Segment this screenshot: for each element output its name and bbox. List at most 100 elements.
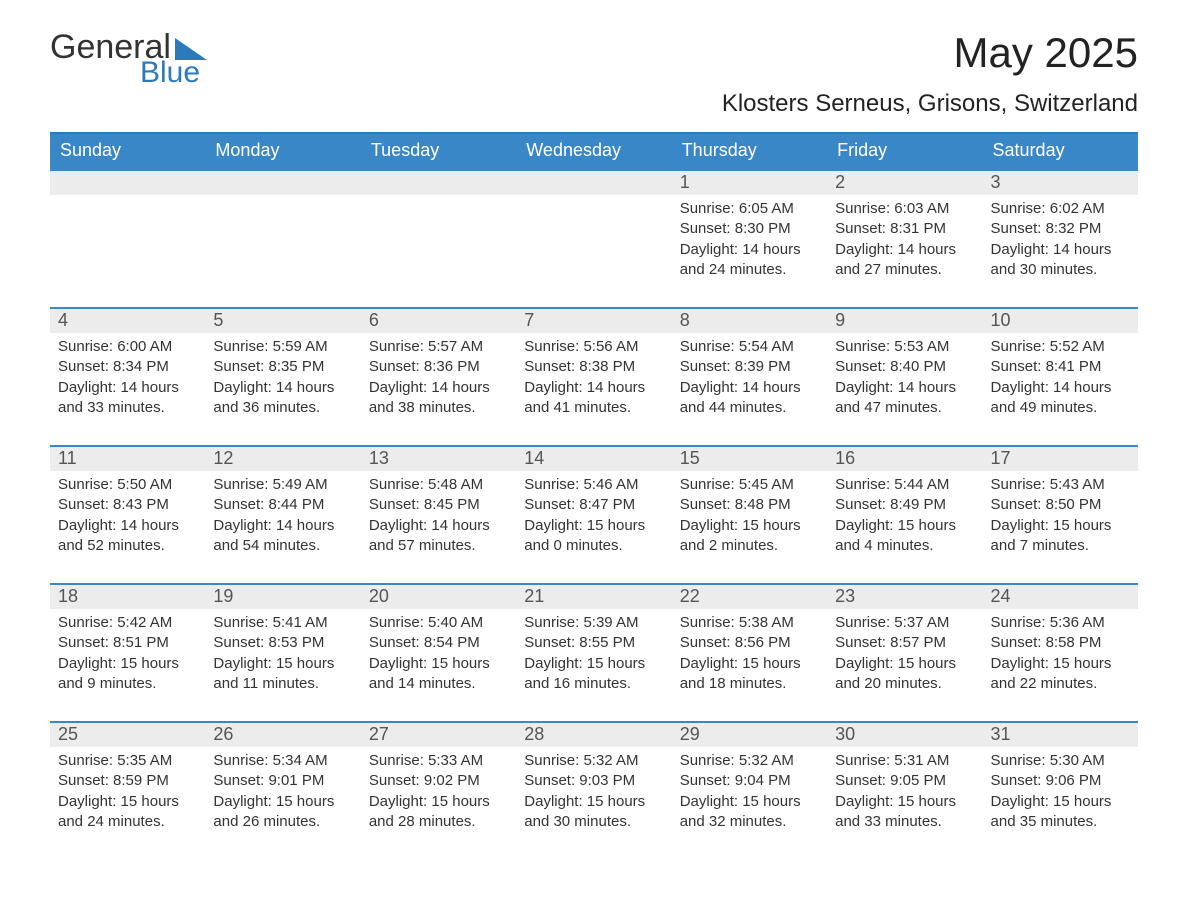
brand-word-2: Blue [140,58,207,88]
daylight-line-2: and 16 minutes. [524,674,663,694]
dow-thursday: Thursday [672,134,827,169]
day-number: 18 [50,585,205,609]
day-body: Sunrise: 5:52 AMSunset: 8:41 PMDaylight:… [983,333,1138,445]
day-cell-empty: . [205,171,360,307]
daylight-line-2: and 36 minutes. [213,398,352,418]
day-number: 13 [361,447,516,471]
day-number: 26 [205,723,360,747]
day-cell-25: 25Sunrise: 5:35 AMSunset: 8:59 PMDayligh… [50,723,205,859]
daylight-line-2: and 20 minutes. [835,674,974,694]
sunrise-line: Sunrise: 5:36 AM [991,613,1130,633]
daylight-line-1: Daylight: 14 hours [369,378,508,398]
day-body: Sunrise: 5:42 AMSunset: 8:51 PMDaylight:… [50,609,205,721]
daylight-line-1: Daylight: 15 hours [369,792,508,812]
day-number: 12 [205,447,360,471]
daylight-line-1: Daylight: 14 hours [369,516,508,536]
daylight-line-1: Daylight: 14 hours [58,378,197,398]
day-body: Sunrise: 5:31 AMSunset: 9:05 PMDaylight:… [827,747,982,859]
sunset-line: Sunset: 8:47 PM [524,495,663,515]
daylight-line-2: and 18 minutes. [680,674,819,694]
daylight-line-1: Daylight: 15 hours [213,654,352,674]
sunset-line: Sunset: 8:56 PM [680,633,819,653]
daylight-line-1: Daylight: 14 hours [835,240,974,260]
day-cell-18: 18Sunrise: 5:42 AMSunset: 8:51 PMDayligh… [50,585,205,721]
sunrise-line: Sunrise: 5:57 AM [369,337,508,357]
day-number: 27 [361,723,516,747]
day-cell-23: 23Sunrise: 5:37 AMSunset: 8:57 PMDayligh… [827,585,982,721]
day-cell-6: 6Sunrise: 5:57 AMSunset: 8:36 PMDaylight… [361,309,516,445]
brand-logo: General Blue [50,30,207,88]
daylight-line-2: and 47 minutes. [835,398,974,418]
day-cell-29: 29Sunrise: 5:32 AMSunset: 9:04 PMDayligh… [672,723,827,859]
day-cell-24: 24Sunrise: 5:36 AMSunset: 8:58 PMDayligh… [983,585,1138,721]
day-body: Sunrise: 5:46 AMSunset: 8:47 PMDaylight:… [516,471,671,583]
sunset-line: Sunset: 9:06 PM [991,771,1130,791]
week-row: 18Sunrise: 5:42 AMSunset: 8:51 PMDayligh… [50,583,1138,721]
sunrise-line: Sunrise: 5:45 AM [680,475,819,495]
day-number: 4 [50,309,205,333]
week-row: ....1Sunrise: 6:05 AMSunset: 8:30 PMDayl… [50,169,1138,307]
sunset-line: Sunset: 8:49 PM [835,495,974,515]
daylight-line-2: and 54 minutes. [213,536,352,556]
day-cell-10: 10Sunrise: 5:52 AMSunset: 8:41 PMDayligh… [983,309,1138,445]
day-body: Sunrise: 6:03 AMSunset: 8:31 PMDaylight:… [827,195,982,307]
day-body: Sunrise: 5:48 AMSunset: 8:45 PMDaylight:… [361,471,516,583]
daylight-line-1: Daylight: 15 hours [524,516,663,536]
sunrise-line: Sunrise: 5:39 AM [524,613,663,633]
daylight-line-2: and 38 minutes. [369,398,508,418]
day-cell-empty: . [50,171,205,307]
sunrise-line: Sunrise: 5:59 AM [213,337,352,357]
sunrise-line: Sunrise: 5:38 AM [680,613,819,633]
daylight-line-2: and 30 minutes. [991,260,1130,280]
day-number: 8 [672,309,827,333]
day-body: Sunrise: 5:36 AMSunset: 8:58 PMDaylight:… [983,609,1138,721]
day-cell-16: 16Sunrise: 5:44 AMSunset: 8:49 PMDayligh… [827,447,982,583]
daylight-line-2: and 44 minutes. [680,398,819,418]
month-title: May 2025 [722,30,1138,76]
daylight-line-2: and 28 minutes. [369,812,508,832]
day-body [50,195,205,307]
daylight-line-2: and 24 minutes. [58,812,197,832]
sunrise-line: Sunrise: 6:00 AM [58,337,197,357]
day-number: 5 [205,309,360,333]
sunrise-line: Sunrise: 5:37 AM [835,613,974,633]
weeks-container: ....1Sunrise: 6:05 AMSunset: 8:30 PMDayl… [50,169,1138,859]
calendar-container: SundayMondayTuesdayWednesdayThursdayFrid… [50,132,1138,859]
sunset-line: Sunset: 8:34 PM [58,357,197,377]
day-body: Sunrise: 5:56 AMSunset: 8:38 PMDaylight:… [516,333,671,445]
sunrise-line: Sunrise: 6:05 AM [680,199,819,219]
day-cell-14: 14Sunrise: 5:46 AMSunset: 8:47 PMDayligh… [516,447,671,583]
daylight-line-2: and 27 minutes. [835,260,974,280]
daylight-line-1: Daylight: 14 hours [680,378,819,398]
day-cell-13: 13Sunrise: 5:48 AMSunset: 8:45 PMDayligh… [361,447,516,583]
location-subtitle: Klosters Serneus, Grisons, Switzerland [722,90,1138,118]
day-cell-4: 4 Sunrise: 6:00 AMSunset: 8:34 PMDaylight… [50,309,205,445]
day-number: 10 [983,309,1138,333]
daylight-line-2: and 57 minutes. [369,536,508,556]
day-cell-9: 9Sunrise: 5:53 AMSunset: 8:40 PMDaylight… [827,309,982,445]
day-body: Sunrise: 5:53 AMSunset: 8:40 PMDaylight:… [827,333,982,445]
day-number: 29 [672,723,827,747]
sunrise-line: Sunrise: 6:03 AM [835,199,974,219]
day-cell-15: 15Sunrise: 5:45 AMSunset: 8:48 PMDayligh… [672,447,827,583]
daylight-line-2: and 7 minutes. [991,536,1130,556]
sunrise-line: Sunrise: 5:32 AM [524,751,663,771]
title-block: May 2025 Klosters Serneus, Grisons, Swit… [722,30,1138,118]
dow-sunday: Sunday [50,134,205,169]
sunset-line: Sunset: 8:32 PM [991,219,1130,239]
day-number: 2 [827,171,982,195]
day-number: 20 [361,585,516,609]
week-row: 25Sunrise: 5:35 AMSunset: 8:59 PMDayligh… [50,721,1138,859]
daylight-line-2: and 9 minutes. [58,674,197,694]
sunset-line: Sunset: 8:43 PM [58,495,197,515]
daylight-line-1: Daylight: 15 hours [369,654,508,674]
day-number: 19 [205,585,360,609]
sunrise-line: Sunrise: 5:31 AM [835,751,974,771]
dow-tuesday: Tuesday [361,134,516,169]
daylight-line-2: and 41 minutes. [524,398,663,418]
daylight-line-1: Daylight: 14 hours [991,240,1130,260]
daylight-line-1: Daylight: 14 hours [524,378,663,398]
day-cell-2: 2Sunrise: 6:03 AMSunset: 8:31 PMDaylight… [827,171,982,307]
sunrise-line: Sunrise: 5:53 AM [835,337,974,357]
sunset-line: Sunset: 8:44 PM [213,495,352,515]
